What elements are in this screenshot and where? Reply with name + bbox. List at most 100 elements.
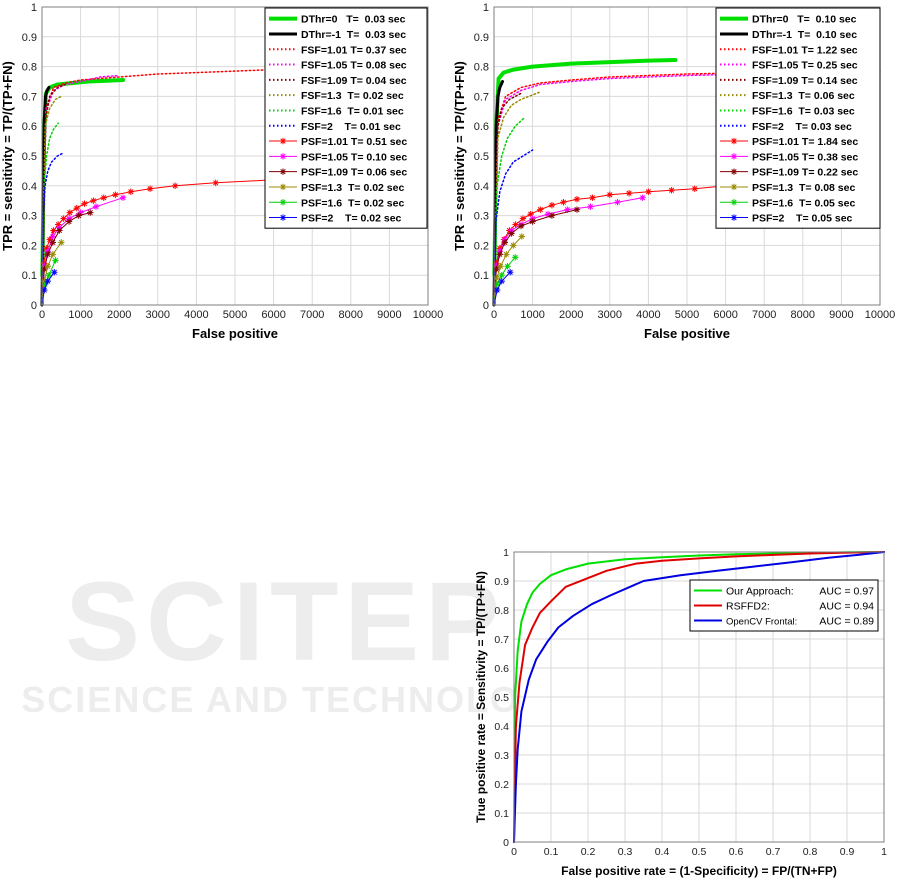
data-point-d2 <box>93 204 99 210</box>
series-1 <box>513 551 885 843</box>
legend-label: FSF=1.01 T= 0.37 sec <box>301 44 407 56</box>
y-axis-label: True positive rate = Sensitivity = TP/(T… <box>474 571 488 823</box>
x-axis-label: False positive <box>644 326 730 341</box>
data-point-d2 <box>564 207 570 213</box>
series-7 <box>493 116 526 306</box>
data-point-d2 <box>507 269 513 275</box>
data-point <box>493 280 501 288</box>
y-tick-label: 1 <box>503 547 509 559</box>
data-point-d2 <box>50 239 56 246</box>
data-point-d2 <box>50 233 56 240</box>
legend-label: FSF=1.6 T= 0.03 sec <box>752 105 855 117</box>
data-point-d2 <box>499 278 505 284</box>
legend-label: PSF=1.09 T= 0.22 sec <box>752 167 858 179</box>
data-point <box>503 251 510 258</box>
x-tick-label: 0.4 <box>655 846 670 858</box>
data-point <box>529 218 536 225</box>
data-point <box>65 218 73 225</box>
x-tick-label: 4000 <box>184 309 208 321</box>
legend-label: DThr=-1 T= 0.10 sec <box>752 29 857 41</box>
y-tick-label: 0.1 <box>494 808 509 820</box>
data-point-d2 <box>45 278 51 284</box>
series-line <box>41 95 63 306</box>
x-tick-label: 1 <box>881 846 887 858</box>
data-point-d2 <box>51 269 57 275</box>
data-point <box>496 251 503 258</box>
x-tick-label: 0.7 <box>766 846 781 858</box>
data-point-d2 <box>499 272 505 278</box>
data-point <box>668 187 675 194</box>
legend-label: PSF=1.01 T= 1.84 sec <box>752 136 858 148</box>
x-axis-label: False positive rate = (1-Specificity) = … <box>561 864 837 878</box>
series-line <box>41 271 55 306</box>
axes-frame <box>41 6 429 306</box>
data-point-d2 <box>530 218 536 225</box>
x-tick-label: 10000 <box>413 309 444 321</box>
data-point-d2 <box>81 201 88 207</box>
legend-item: PSF=1.3 T= 0.08 sec <box>720 182 855 194</box>
data-point-d2 <box>502 239 508 246</box>
legend-label: DThr=0 T= 0.10 sec <box>752 14 857 26</box>
data-point-d2 <box>172 183 178 189</box>
series-line <box>41 152 64 306</box>
legend-box <box>715 7 881 229</box>
x-tick-label: 6000 <box>261 309 285 321</box>
y-tick-label: 0.8 <box>22 62 37 74</box>
y-tick-label: 0.4 <box>22 181 37 193</box>
legend-item: DThr=0 T= 0.03 sec <box>269 14 406 26</box>
y-tick-label: 0 <box>503 837 509 849</box>
data-point-d2 <box>513 221 519 228</box>
legend-marker <box>731 138 737 144</box>
y-tick-label: 0.4 <box>494 721 509 733</box>
x-tick-label: 7000 <box>300 309 324 321</box>
data-point-d2 <box>520 215 526 222</box>
legend-item: FSF=2 T= 0.03 sec <box>720 121 852 133</box>
series-line <box>493 92 522 306</box>
x-tick-label: 4000 <box>636 309 660 321</box>
data-point-d2 <box>147 186 153 192</box>
series-line <box>493 149 534 306</box>
x-axis-label: False positive <box>192 326 278 341</box>
legend-label: FSF=1.3 T= 0.06 sec <box>752 90 855 102</box>
x-tick-label: 0.8 <box>803 846 818 858</box>
legend-label: FSF=1.09 T= 0.14 sec <box>752 75 858 87</box>
data-point <box>498 272 505 279</box>
series-6 <box>41 95 63 306</box>
y-tick-label: 1 <box>483 2 489 14</box>
series-line <box>513 551 885 843</box>
legend-item: FSF=1.05 T= 0.25 sec <box>720 60 858 72</box>
data-point <box>537 206 544 213</box>
legend-auc: AUC = 0.97 <box>819 586 874 598</box>
legend-item: PSF=1.6 T= 0.05 sec <box>720 197 855 209</box>
data-point <box>171 182 179 189</box>
legend-item: PSF=1.01 T= 1.84 sec <box>720 136 858 148</box>
data-point <box>212 179 219 187</box>
data-point-d2 <box>528 211 534 217</box>
legend-label: FSF=2 T= 0.03 sec <box>752 121 852 133</box>
data-point <box>44 277 51 285</box>
x-tick-label: 2000 <box>107 309 131 321</box>
data-point <box>127 188 134 195</box>
data-point-d2 <box>645 189 651 195</box>
legend-item: PSF=1.09 T= 0.06 sec <box>269 167 407 179</box>
data-point-d2 <box>537 207 543 213</box>
x-tick-label: 10000 <box>865 309 896 321</box>
data-point <box>501 239 509 246</box>
data-point-d2 <box>101 195 107 201</box>
data-point-d2 <box>626 190 632 196</box>
legend-marker <box>731 184 737 190</box>
y-tick-label: 0.7 <box>474 91 489 103</box>
data-point-d2 <box>213 180 219 186</box>
legend-label: Our Approach: <box>726 586 794 598</box>
y-tick-label: 0.3 <box>474 211 489 223</box>
y-tick-label: 0.6 <box>474 121 489 133</box>
x-tick-label: 5000 <box>675 309 699 321</box>
x-tick-label: 6000 <box>713 309 737 321</box>
legend: DThr=0 T= 0.10 sec DThr=-1 T= 0.10 sec FSF… <box>715 7 881 229</box>
x-tick-label: 0 <box>39 309 45 321</box>
tick-labels: 0 1000 2000 3000 4000 5000 6000 7000 8000 9000 100… <box>474 2 896 321</box>
series-14 <box>41 269 58 306</box>
legend-label: PSF=2 T= 0.05 sec <box>752 213 853 225</box>
data-point-d2 <box>120 195 126 201</box>
series-2 <box>513 551 885 843</box>
